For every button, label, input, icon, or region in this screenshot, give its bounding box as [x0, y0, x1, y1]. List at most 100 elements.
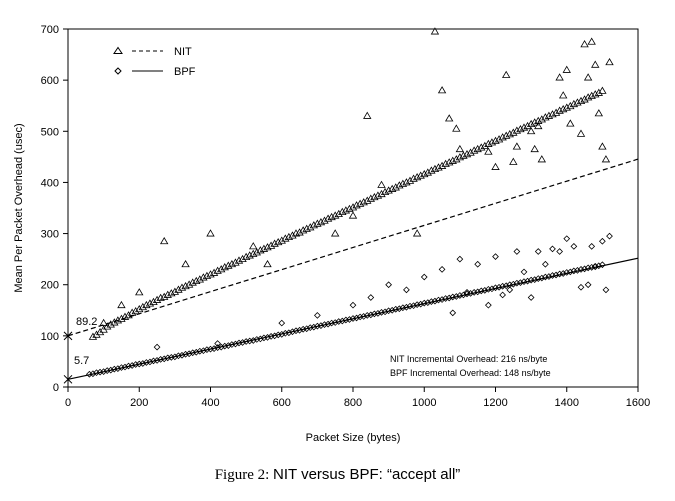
y-tick-label: 400	[41, 177, 59, 189]
nit-point	[473, 144, 482, 153]
nit-point	[181, 281, 190, 290]
nit-point	[462, 150, 472, 158]
nit-point	[92, 330, 101, 338]
bpf-point	[477, 287, 485, 295]
bpf-point	[485, 285, 492, 293]
bpf-point	[428, 298, 435, 305]
nit-point	[398, 179, 408, 187]
bpf-point	[556, 248, 563, 255]
bpf-point	[584, 264, 592, 272]
nit-point	[501, 131, 511, 139]
figure-caption: Figure 2: NIT versus BPF: “accept all”	[0, 466, 675, 484]
bpf-point	[314, 322, 321, 330]
bpf-point	[581, 265, 588, 273]
nit-point	[494, 135, 504, 143]
nit-point	[95, 327, 105, 336]
bpf-point	[420, 299, 428, 307]
nit-point	[591, 60, 600, 68]
nit-point	[509, 157, 518, 165]
y-tick-label: 0	[53, 382, 59, 394]
nit-point	[199, 273, 208, 281]
bpf-point	[132, 361, 140, 368]
bpf-point	[549, 245, 556, 253]
nit-point	[291, 229, 301, 237]
nit-point	[377, 180, 386, 188]
nit-point	[484, 139, 493, 147]
nit-fit-line	[67, 158, 639, 337]
bpf-point	[103, 367, 111, 374]
nit-point	[466, 148, 475, 156]
bpf-point	[392, 305, 400, 313]
nit-point	[480, 141, 490, 150]
nit-point	[120, 312, 130, 320]
nit-point	[498, 133, 507, 141]
nit-point	[234, 256, 244, 264]
nit-point	[534, 116, 543, 124]
x-tick-label: 1400	[555, 397, 579, 409]
nit-point	[220, 263, 229, 271]
nit-point	[501, 70, 511, 78]
bpf-point	[371, 310, 378, 318]
bpf-point	[328, 319, 335, 327]
y-tick-label: 300	[41, 229, 59, 241]
bpf-point	[467, 290, 474, 297]
bpf-point	[114, 365, 122, 372]
bpf-point	[420, 273, 428, 281]
nit-point	[138, 302, 148, 311]
nit-point	[306, 223, 315, 231]
bpf-point	[196, 347, 204, 355]
bpf-point	[86, 370, 93, 378]
nit-point	[423, 168, 433, 176]
x-tick-label: 0	[65, 397, 71, 409]
bpf-point	[442, 295, 449, 302]
x-tick-label: 1000	[412, 397, 436, 409]
bpf-point	[363, 312, 371, 319]
nit-point	[555, 106, 564, 114]
nit-point	[430, 164, 440, 173]
nit-point	[594, 109, 604, 117]
bpf-point	[456, 292, 464, 299]
bpf-point	[96, 368, 104, 376]
bpf-point	[538, 274, 546, 282]
nit-point	[551, 108, 561, 116]
nit-point	[188, 278, 197, 286]
bpf-point	[157, 356, 164, 363]
nit-point	[238, 254, 247, 263]
bpf-point	[559, 270, 567, 277]
nit-point	[395, 181, 404, 189]
nit-point	[152, 295, 162, 303]
nit-point	[209, 268, 219, 276]
nit-point	[192, 276, 201, 285]
nit-point	[505, 130, 514, 138]
nit-point	[484, 147, 493, 155]
nit-point	[366, 194, 376, 202]
bpf-point	[474, 288, 482, 296]
nit-point	[434, 163, 443, 171]
bpf-point	[534, 248, 542, 255]
nit-point	[555, 73, 564, 81]
nit-point	[448, 156, 457, 164]
nit-point	[594, 88, 604, 96]
y-tick-label: 100	[41, 331, 59, 343]
bpf-point	[424, 299, 432, 306]
nit-point	[159, 236, 169, 245]
bpf-point	[431, 297, 439, 305]
bpf-point	[463, 289, 471, 296]
nit-point	[177, 283, 187, 291]
bpf-point	[531, 276, 539, 283]
bpf-point	[556, 270, 563, 278]
bpf-point	[153, 343, 161, 351]
bpf-point	[321, 321, 328, 328]
bpf-point	[388, 306, 396, 314]
x-tick-label: 600	[273, 397, 291, 409]
bpf-point	[100, 368, 107, 376]
nit-point	[437, 161, 447, 169]
bpf-point	[299, 325, 307, 333]
bpf-point	[552, 271, 560, 279]
nit-point	[455, 144, 465, 153]
bpf-point	[342, 316, 350, 324]
bpf-point	[182, 350, 189, 358]
bpf-point	[107, 366, 115, 374]
legend-nit-triangle-icon	[113, 46, 123, 54]
bpf-point	[449, 309, 457, 317]
